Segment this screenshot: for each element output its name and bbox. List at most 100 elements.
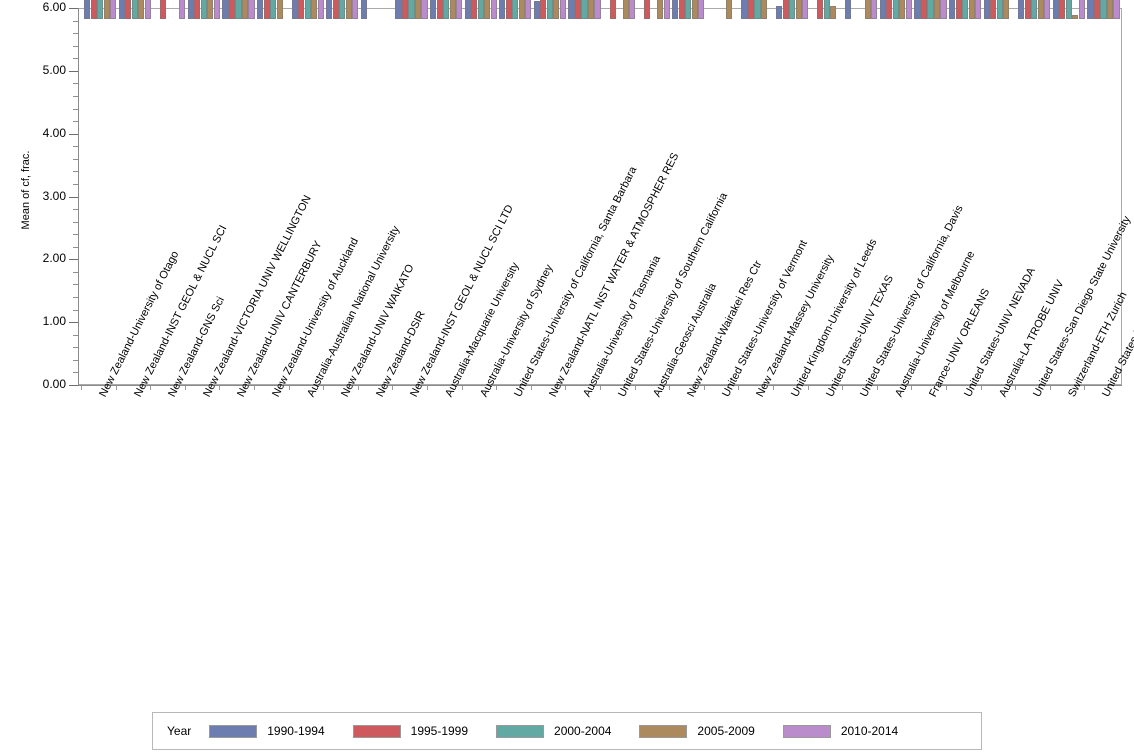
bar [103, 0, 110, 19]
bar [490, 0, 497, 19]
y-tick-minor [73, 209, 78, 211]
bar [657, 0, 664, 19]
bar [905, 0, 912, 19]
legend-label: 2000-2004 [554, 724, 612, 738]
bar [241, 0, 249, 19]
legend-label: 2010-2014 [840, 724, 899, 738]
x-tick [704, 386, 705, 390]
x-tick [81, 386, 82, 390]
y-tick-minor [73, 234, 78, 236]
y-tick-minor [73, 171, 78, 173]
bars-layer [81, 0, 1120, 390]
y-tick-minor [73, 334, 78, 336]
legend: Year 1990-1994 1995-1999 2000-2004 2005-200… [152, 712, 982, 750]
bar [1106, 0, 1114, 19]
y-tick-label: 4.00 [42, 125, 66, 140]
bar [914, 0, 921, 19]
bar [291, 0, 298, 19]
bar [1024, 0, 1031, 19]
bar [464, 0, 471, 19]
bar [782, 0, 789, 19]
legend-item[interactable]: 2000-2004 [496, 724, 611, 738]
x-tick [1015, 386, 1016, 390]
bar [317, 0, 324, 19]
y-tick-minor [73, 183, 78, 185]
bar [90, 0, 97, 19]
y-tick-minor [73, 309, 78, 311]
x-tick [462, 386, 463, 390]
legend-swatch [352, 724, 401, 738]
bar [97, 0, 104, 19]
y-tick-label: 3.00 [42, 188, 66, 203]
y-tick-minor [73, 121, 78, 123]
bar [401, 0, 409, 19]
bar [1072, 15, 1079, 19]
bar [940, 0, 947, 19]
bar [222, 0, 229, 19]
y-tick-minor [73, 297, 78, 299]
y-tick-label: 2.00 [42, 251, 66, 266]
legend-label: 1990-1994 [267, 724, 325, 738]
bar [823, 0, 830, 19]
bar [1100, 0, 1107, 19]
bar [125, 0, 132, 19]
y-tick-major [69, 70, 78, 72]
bar [663, 0, 670, 19]
bar [436, 0, 443, 19]
y-tick-minor [73, 372, 78, 374]
bar [505, 0, 512, 19]
y-tick-minor [73, 347, 78, 349]
legend-item[interactable]: 1995-1999 [352, 724, 468, 738]
x-tick [1084, 386, 1085, 390]
bar [395, 0, 402, 19]
bar [559, 0, 566, 19]
x-tick [565, 386, 566, 390]
bar [760, 0, 768, 19]
y-tick-minor [73, 158, 78, 160]
x-tick [877, 386, 878, 390]
bar [1065, 0, 1072, 19]
legend-item[interactable]: 2005-2009 [639, 724, 755, 738]
bar [345, 0, 352, 19]
legend-swatch [496, 724, 545, 738]
bar [421, 0, 428, 19]
bar [326, 0, 333, 19]
bar [776, 6, 783, 19]
bar [118, 0, 125, 19]
bar [228, 0, 236, 19]
bar [257, 0, 264, 19]
x-tick [946, 386, 947, 390]
bar [644, 0, 651, 19]
y-tick-major [69, 133, 78, 135]
bar [864, 0, 871, 19]
bar [471, 0, 478, 19]
y-tick-major [69, 8, 78, 9]
bar [518, 0, 525, 19]
bar [553, 0, 560, 19]
legend-item[interactable]: 2010-2014 [782, 724, 899, 738]
bar [747, 0, 755, 19]
y-tick-label: 5.00 [42, 62, 66, 77]
legend-item[interactable]: 1990-1994 [209, 724, 325, 738]
bar [741, 0, 748, 19]
y-tick-minor [73, 359, 78, 361]
y-tick-major [69, 196, 78, 198]
x-tick [842, 386, 843, 390]
bar [1031, 0, 1038, 19]
bar [304, 0, 311, 19]
y-tick-label: 1.00 [42, 314, 66, 329]
bar [672, 0, 679, 19]
bar [581, 0, 588, 19]
bar [477, 0, 484, 19]
x-tick [981, 386, 982, 390]
bar [1037, 0, 1044, 19]
bar [339, 0, 346, 19]
bar [1052, 0, 1059, 19]
bar [332, 0, 339, 19]
bar [131, 0, 138, 19]
bar [430, 0, 437, 19]
bar [456, 0, 463, 19]
bar [1078, 0, 1085, 19]
bar [983, 0, 990, 19]
